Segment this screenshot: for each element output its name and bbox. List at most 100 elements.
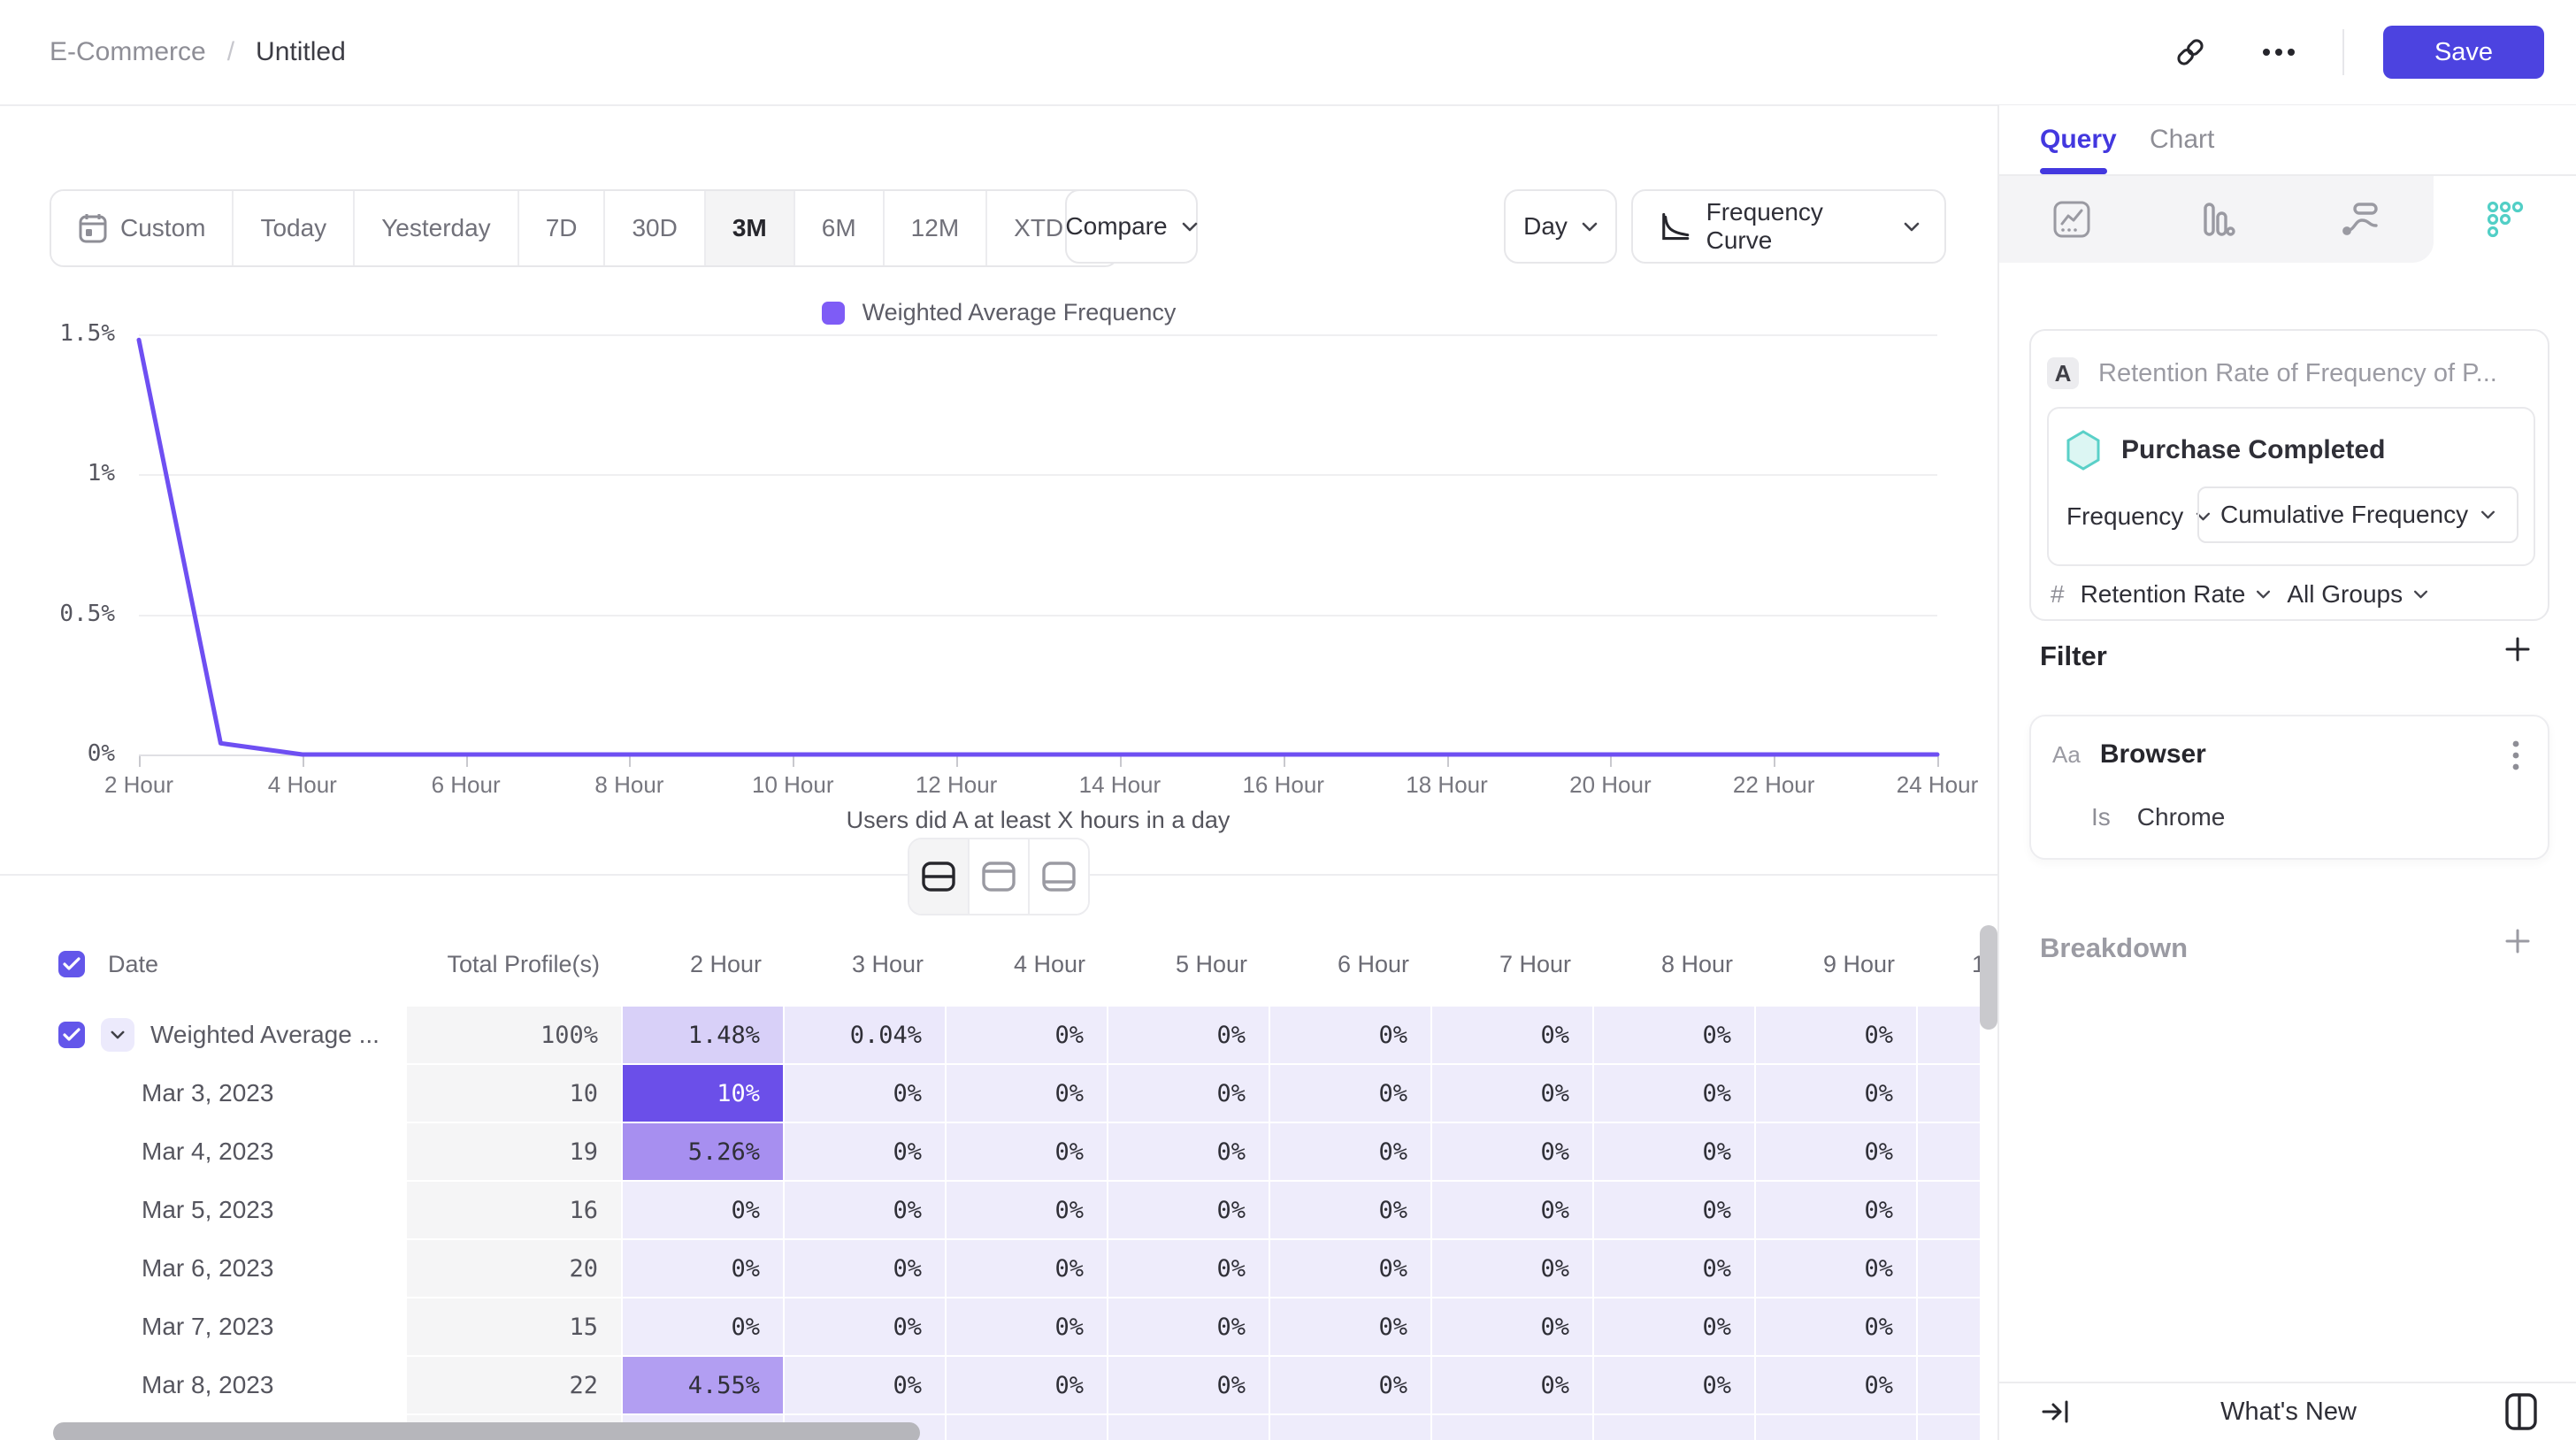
table-header-8-hour[interactable]: 8 Hour — [1660, 950, 1733, 977]
table-header-9-hour[interactable]: 9 Hour — [1822, 950, 1895, 977]
side-panel-icon[interactable] — [2496, 1387, 2546, 1436]
date-range-yesterday[interactable]: Yesterday — [355, 191, 519, 265]
retention-value-cell[interactable]: 0% — [1756, 1298, 1918, 1357]
retention-value-cell[interactable]: 0% — [1270, 1007, 1432, 1065]
filter-kebab-icon[interactable] — [2491, 731, 2541, 780]
retention-value-cell[interactable]: 0% — [785, 1123, 947, 1182]
retention-value-cell[interactable]: 0% — [623, 1298, 785, 1357]
breadcrumb-project[interactable]: E-Commerce — [50, 37, 206, 66]
retention-value-cell[interactable]: 0% — [1108, 1298, 1270, 1357]
total-profiles-cell[interactable]: 16 — [407, 1182, 623, 1240]
total-profiles-cell[interactable]: 100% — [407, 1007, 623, 1065]
retention-value-cell[interactable]: 0% — [1756, 1182, 1918, 1240]
retention-value-cell[interactable]: 0% — [1432, 1007, 1594, 1065]
retention-value-cell[interactable]: 0% — [1432, 1298, 1594, 1357]
line-chart-icon[interactable] — [1999, 176, 2144, 263]
whats-new-link[interactable]: What's New — [2220, 1397, 2357, 1426]
event-row[interactable]: Purchase Completed — [2065, 430, 2385, 471]
table-header-2-hour[interactable]: 2 Hour — [689, 950, 762, 977]
retention-value-cell[interactable]: 0% — [1918, 1182, 1980, 1240]
row-checkbox[interactable] — [58, 1022, 85, 1048]
retention-value-cell[interactable]: 0% — [1756, 1123, 1918, 1182]
select-all-checkbox[interactable] — [58, 951, 85, 977]
retention-value-cell[interactable]: 0% — [947, 1240, 1108, 1298]
retention-value-cell[interactable]: 0% — [947, 1298, 1108, 1357]
date-range-today[interactable]: Today — [234, 191, 356, 265]
total-profiles-cell[interactable]: 15 — [407, 1298, 623, 1357]
total-profiles-cell[interactable]: 10 — [407, 1065, 623, 1123]
table-header-3-hour[interactable]: 3 Hour — [851, 950, 924, 977]
retention-value-cell[interactable]: 0% — [1918, 1298, 1980, 1357]
date-range-6m[interactable]: 6M — [794, 191, 885, 265]
split-view-icon[interactable] — [909, 839, 970, 914]
retention-value-cell[interactable] — [1594, 1415, 1756, 1440]
table-header-total-profile-s-[interactable]: Total Profile(s) — [447, 950, 600, 977]
retention-value-cell[interactable] — [947, 1415, 1108, 1440]
retention-value-cell[interactable]: 0% — [1108, 1240, 1270, 1298]
table-header-5-hour[interactable]: 5 Hour — [1175, 950, 1247, 977]
metric-dropdown[interactable]: Retention Rate — [2081, 580, 2272, 609]
total-profiles-cell[interactable]: 22 — [407, 1357, 623, 1415]
table-header-6-hour[interactable]: 6 Hour — [1337, 950, 1409, 977]
retention-value-cell[interactable]: 1.48% — [623, 1007, 785, 1065]
tab-query[interactable]: Query — [2040, 125, 2117, 154]
add-breakdown-button[interactable] — [2498, 922, 2537, 961]
retention-value-cell[interactable]: 0% — [1918, 1357, 1980, 1415]
filter-property-row[interactable]: Aa Browser — [2052, 739, 2206, 770]
row-expander-chevron-icon[interactable] — [101, 1018, 134, 1052]
table-header-7-hour[interactable]: 7 Hour — [1499, 950, 1571, 977]
date-range-7d[interactable]: 7D — [518, 191, 606, 265]
retention-value-cell[interactable]: 0% — [1756, 1240, 1918, 1298]
measure-option-dropdown[interactable]: Cumulative Frequency — [2197, 486, 2519, 543]
retention-value-cell[interactable]: 0% — [785, 1240, 947, 1298]
retention-value-cell[interactable]: 0% — [1432, 1123, 1594, 1182]
table-header-4-hour[interactable]: 4 Hour — [1013, 950, 1085, 977]
filter-operator[interactable]: Is — [2091, 803, 2111, 831]
date-range-12m[interactable]: 12M — [884, 191, 988, 265]
retention-value-cell[interactable]: 0% — [1108, 1182, 1270, 1240]
retention-value-cell[interactable] — [1270, 1415, 1432, 1440]
total-profiles-cell[interactable]: 20 — [407, 1240, 623, 1298]
retention-value-cell[interactable]: 0% — [623, 1240, 785, 1298]
filter-value[interactable]: Chrome — [2136, 803, 2226, 831]
tab-chart[interactable]: Chart — [2150, 125, 2215, 154]
retention-value-cell[interactable]: 0% — [947, 1065, 1108, 1123]
retention-value-cell[interactable]: 0% — [1108, 1123, 1270, 1182]
retention-value-cell[interactable]: 0% — [1918, 1065, 1980, 1123]
horizontal-scrollbar[interactable] — [53, 1422, 920, 1440]
flow-chart-icon[interactable] — [2288, 176, 2434, 263]
measure-dropdown[interactable]: Frequency — [2066, 502, 2211, 531]
compare-button[interactable]: Compare — [1065, 189, 1198, 264]
retention-value-cell[interactable]: 0% — [947, 1357, 1108, 1415]
retention-value-cell[interactable]: 0% — [1594, 1182, 1756, 1240]
retention-value-cell[interactable]: 0% — [1756, 1007, 1918, 1065]
retention-value-cell[interactable]: 0% — [1594, 1357, 1756, 1415]
collapse-panel-icon[interactable] — [2031, 1387, 2081, 1436]
retention-value-cell[interactable]: 0% — [1756, 1065, 1918, 1123]
retention-value-cell[interactable]: 0% — [1270, 1240, 1432, 1298]
retention-value-cell[interactable]: 0% — [785, 1357, 947, 1415]
retention-value-cell[interactable]: 10% — [623, 1065, 785, 1123]
breadcrumb-report-name[interactable]: Untitled — [256, 37, 346, 66]
retention-value-cell[interactable]: 0% — [1432, 1065, 1594, 1123]
group-dropdown[interactable]: All Groups — [2287, 580, 2428, 609]
retention-value-cell[interactable]: 0% — [1756, 1357, 1918, 1415]
retention-value-cell[interactable]: 0% — [785, 1298, 947, 1357]
date-range-30d[interactable]: 30D — [605, 191, 706, 265]
retention-value-cell[interactable]: 0.04% — [785, 1007, 947, 1065]
step-title[interactable]: Retention Rate of Frequency of P... — [2098, 358, 2497, 387]
retention-value-cell[interactable]: 0% — [1432, 1357, 1594, 1415]
retention-value-cell[interactable]: 0% — [785, 1182, 947, 1240]
retention-value-cell[interactable] — [1432, 1415, 1594, 1440]
table-header-10-hour[interactable]: 10 Hour — [1971, 950, 1980, 977]
more-options-icon[interactable] — [2254, 27, 2304, 77]
retention-value-cell[interactable]: 0% — [1108, 1065, 1270, 1123]
retention-value-cell[interactable]: 0% — [1270, 1182, 1432, 1240]
retention-value-cell[interactable]: 0% — [1270, 1357, 1432, 1415]
add-filter-button[interactable] — [2498, 630, 2537, 669]
retention-value-cell[interactable]: 0% — [1432, 1182, 1594, 1240]
vertical-scrollbar[interactable] — [1980, 925, 1997, 1030]
retention-value-cell[interactable]: 0% — [1432, 1240, 1594, 1298]
chart-view-icon[interactable] — [970, 839, 1030, 914]
retention-grid-icon[interactable] — [2433, 176, 2576, 263]
